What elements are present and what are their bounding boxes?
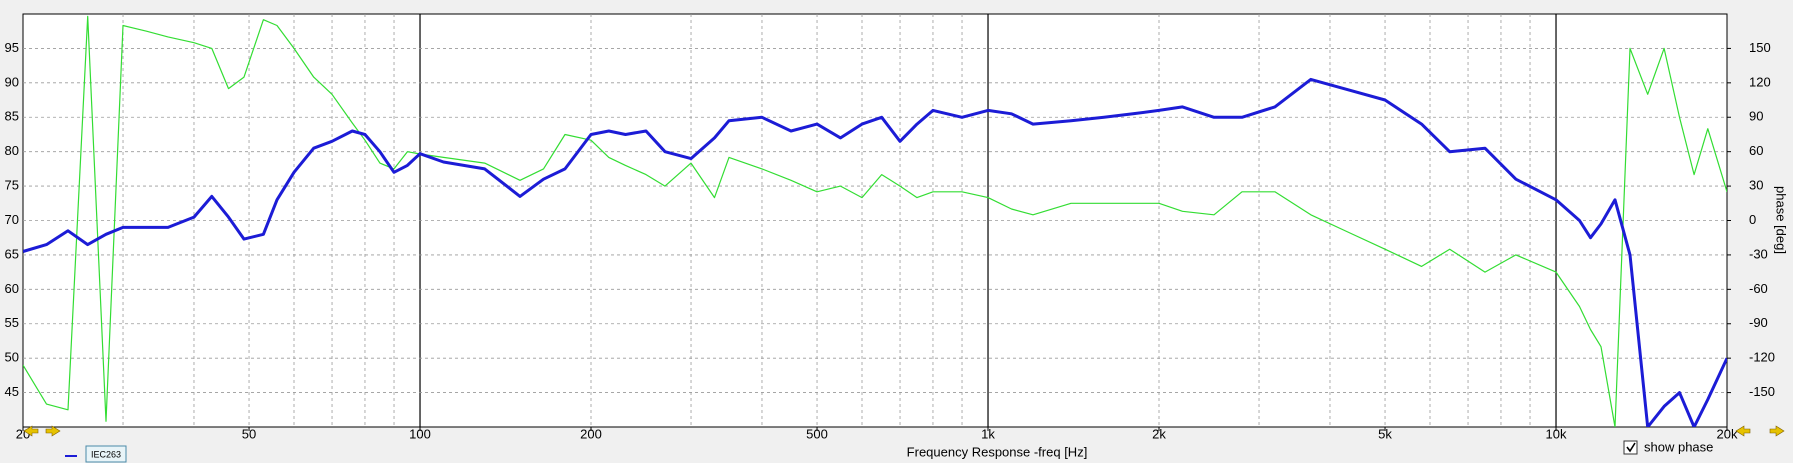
arrow-left[interactable] xyxy=(23,425,39,437)
nav-arrows xyxy=(23,425,1785,437)
series-line xyxy=(23,15,1727,427)
plot-marks xyxy=(23,15,1727,427)
x-tick-label: 20k xyxy=(1717,426,1738,441)
check-mark xyxy=(1626,442,1636,453)
y-tick-label: 85 xyxy=(5,109,19,124)
legend-badge: IEC263 xyxy=(65,445,127,463)
y-tick-label: 45 xyxy=(5,384,19,399)
show-phase-checkbox[interactable]: show phase xyxy=(1623,439,1713,455)
arrow-right[interactable] xyxy=(1769,425,1785,437)
y2-tick-label: 60 xyxy=(1749,143,1763,158)
x-axis-label: Frequency Response -freq [Hz] xyxy=(907,444,1088,459)
y2-tick-label: 30 xyxy=(1749,178,1763,193)
x-tick-label: 1k xyxy=(981,426,995,441)
grid xyxy=(22,14,1731,431)
y2-tick-label: -150 xyxy=(1749,384,1775,399)
checkbox-label[interactable]: show phase xyxy=(1644,439,1713,454)
y-tick-label: 60 xyxy=(5,281,19,296)
y2-tick-label: 0 xyxy=(1749,212,1756,227)
y2-tick-label: 120 xyxy=(1749,74,1771,89)
x-tick-label: 200 xyxy=(580,426,602,441)
x-tick-label: 500 xyxy=(806,426,828,441)
arrow-right[interactable] xyxy=(45,425,61,437)
x-tick-label: 10k xyxy=(1546,426,1567,441)
y2-tick-label: -60 xyxy=(1749,281,1768,296)
y-tick-label: 50 xyxy=(5,350,19,365)
y-tick-label: 90 xyxy=(5,74,19,89)
y2-axis-label: phase [deg] xyxy=(1774,186,1789,254)
y2-tick-label: 150 xyxy=(1749,40,1771,55)
badge-text: IEC263 xyxy=(91,449,121,459)
y-tick-label: 70 xyxy=(5,212,19,227)
y-tick-label: 80 xyxy=(5,143,19,158)
y2-tick-label: 90 xyxy=(1749,109,1763,124)
x-tick-label: 100 xyxy=(409,426,431,441)
y-tick-label: 75 xyxy=(5,178,19,193)
badge-box xyxy=(85,445,127,463)
labels: 20 50 100 200 500 1k 2k 5k 10k 20k455055606570758… xyxy=(5,40,1776,442)
series-line xyxy=(23,77,1727,427)
arrow-left[interactable] xyxy=(1735,425,1751,437)
y-tick-label: 55 xyxy=(5,315,19,330)
x-tick-label: 5k xyxy=(1378,426,1392,441)
x-tick-label: 50 xyxy=(242,426,256,441)
y2-tick-label: -90 xyxy=(1749,315,1768,330)
y2-tick-label: -30 xyxy=(1749,246,1768,261)
y-tick-label: 95 xyxy=(5,40,19,55)
y-tick-label: 65 xyxy=(5,246,19,261)
x-tick-label: 2k xyxy=(1152,426,1166,441)
y2-tick-label: -120 xyxy=(1749,350,1775,365)
checkbox[interactable] xyxy=(1623,440,1638,455)
